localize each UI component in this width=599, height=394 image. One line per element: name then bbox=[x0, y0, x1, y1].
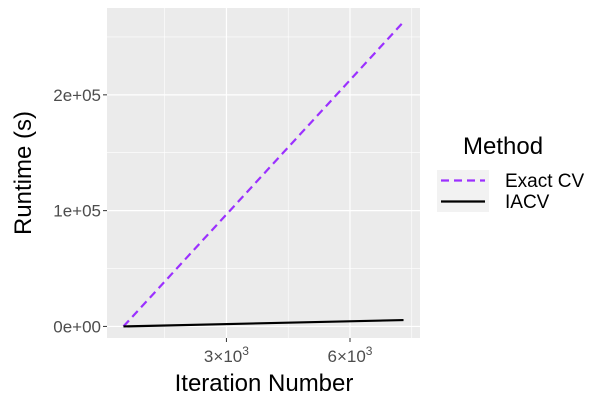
series-line-exact-cv bbox=[122, 21, 405, 328]
y-axis-title: Runtime (s) bbox=[10, 111, 37, 235]
series-line-iacv bbox=[123, 318, 404, 328]
y-tick-label-1: 1e+05 bbox=[53, 202, 101, 221]
x-tick-label-0: 3×103 bbox=[204, 344, 249, 366]
legend-label-exact-cv: Exact CV bbox=[505, 171, 585, 192]
tick-labels: 3×103 6×103 0e+00 1e+05 2e+05 bbox=[53, 86, 373, 366]
plot-panel bbox=[107, 8, 420, 338]
x-axis-title: Iteration Number bbox=[175, 370, 354, 394]
axis-ticks bbox=[103, 94, 351, 342]
legend-title: Method bbox=[463, 133, 543, 160]
legend: Method Exact CV IACV bbox=[437, 133, 585, 213]
legend-key-bg-0 bbox=[437, 170, 489, 191]
series-layer bbox=[122, 21, 405, 328]
y-tick-label-2: 2e+05 bbox=[53, 86, 101, 105]
y-tick-label-0: 0e+00 bbox=[53, 317, 101, 336]
x-tick-label-1: 6×103 bbox=[327, 344, 372, 366]
legend-label-iacv: IACV bbox=[505, 192, 550, 213]
grid-major bbox=[107, 8, 420, 338]
